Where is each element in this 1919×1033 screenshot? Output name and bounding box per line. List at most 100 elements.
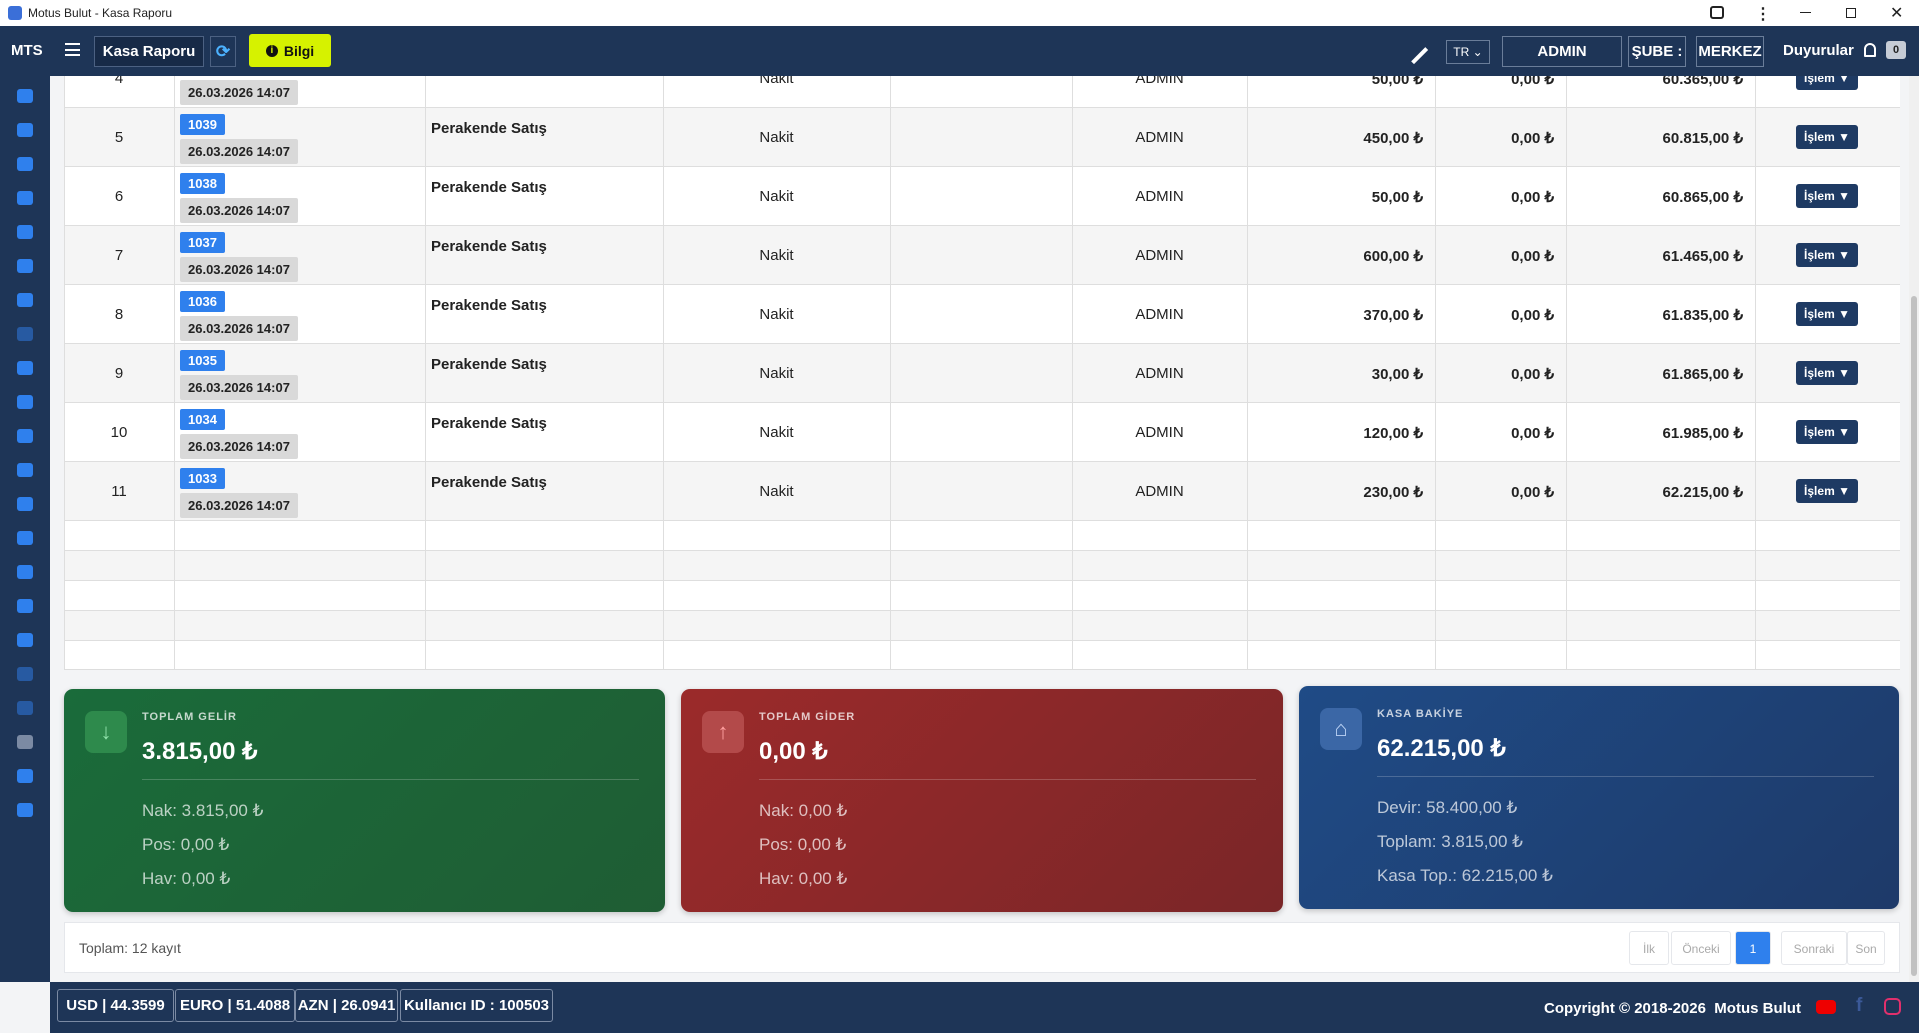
footer-chip: Kullanıcı ID : 100503 [400,989,553,1022]
cell [425,344,663,403]
sidebar-icon[interactable] [17,89,33,103]
sidebar-icon[interactable] [17,735,33,749]
card-divider [759,779,1256,780]
sidebar [0,76,50,982]
user[interactable]: ADMIN [1502,36,1622,67]
close-button[interactable]: ✕ [1890,5,1904,22]
action-button[interactable]: İşlem ▼ [1796,479,1858,503]
cell [1755,76,1900,108]
cell [1755,285,1900,344]
sidebar-icon[interactable] [17,769,33,783]
cell [890,462,1072,521]
instagram-icon[interactable] [1884,998,1901,1015]
hamburger[interactable] [65,43,80,56]
id-badge[interactable]: 1037 [180,232,225,253]
action-button[interactable]: İşlem ▼ [1796,420,1858,444]
sidebar-icon[interactable] [17,667,33,681]
footer: Copyright © 2018-2026 Motus Bulut f USD … [50,982,1919,1033]
scrollbar[interactable] [1909,76,1919,982]
cell [663,641,890,669]
action-button[interactable]: İşlem ▼ [1796,76,1858,90]
sidebar-icon[interactable] [17,157,33,171]
record-summary: Toplam: 12 kayıt [79,940,181,956]
sidebar-icon[interactable] [17,463,33,477]
card-line: Pos: 0,00 ₺ [142,835,230,854]
page-button[interactable]: Sonraki [1781,931,1847,965]
user: ADMIN [1135,76,1184,87]
description: Perakende Satış [431,474,547,491]
sidebar-icon[interactable] [17,123,33,137]
cell [1755,581,1900,611]
cell [64,76,174,108]
facebook-icon[interactable]: f [1856,995,1863,1016]
payment-type: Nakit [759,247,794,264]
action-button[interactable]: İşlem ▼ [1796,243,1858,267]
page-button[interactable]: İlk [1629,931,1669,965]
sidebar-icon[interactable] [17,327,33,341]
page-button[interactable]: Önceki [1671,931,1731,965]
maximize-button[interactable] [1846,8,1856,18]
sidebar-icon[interactable] [17,497,33,511]
sidebar-icon[interactable] [17,395,33,409]
empty-row [64,581,1900,611]
id-badge[interactable]: 1039 [180,114,225,135]
sidebar-icon[interactable] [17,565,33,579]
sidebar-icon[interactable] [17,293,33,307]
sidebar-icon[interactable] [17,701,33,715]
language-select[interactable]: TR ⌄ [1446,40,1490,64]
cell [1566,641,1755,669]
cell [663,108,890,167]
cell [425,285,663,344]
id-badge[interactable]: 1033 [180,468,225,489]
row-number: 9 [114,365,124,382]
cell [890,581,1072,611]
action-button[interactable]: İşlem ▼ [1796,184,1858,208]
id-badge[interactable]: 1036 [180,291,225,312]
info-button[interactable]: i Bilgi [249,34,331,67]
expense: 0,00 ₺ [1511,76,1554,88]
expense: 0,00 ₺ [1511,130,1554,147]
id-badge[interactable]: 1038 [180,173,225,194]
sidebar-icon[interactable] [17,429,33,443]
income: 120,00 ₺ [1363,425,1423,442]
cell [663,344,890,403]
sidebar-icon[interactable] [17,531,33,545]
youtube-icon[interactable] [1816,1000,1836,1014]
id-badge[interactable]: 1034 [180,409,225,430]
card-icon: ↓ [85,711,127,753]
minimize-button[interactable] [1800,12,1811,13]
sidebar-icon[interactable] [17,259,33,273]
sidebar-icon[interactable] [17,225,33,239]
branch-label: ŞUBE : [1628,36,1686,67]
cell [890,344,1072,403]
refresh-button[interactable]: ⟳ [210,36,236,67]
cell [890,108,1072,167]
bell[interactable] [1864,43,1876,57]
extension-button[interactable] [1710,6,1724,19]
sidebar-icon[interactable] [17,361,33,375]
cell [174,403,425,462]
page-button[interactable]: Son [1847,931,1885,965]
announcements[interactable]: Duyurular [1783,42,1854,59]
sidebar-icon[interactable] [17,599,33,613]
user: ADMIN [1135,129,1184,146]
row-number: 4 [114,76,124,87]
card-icon: ⌂ [1320,708,1362,750]
theme-button[interactable] [1399,35,1429,65]
cell [1072,641,1247,669]
table-row: 7 1037 26.03.2026 14:07 Perakende Satış Naki… [64,226,1900,285]
sidebar-icon[interactable] [17,191,33,205]
sidebar-icon[interactable] [17,803,33,817]
sidebar-icon[interactable] [17,633,33,647]
action-button[interactable]: İşlem ▼ [1796,302,1858,326]
action-button[interactable]: İşlem ▼ [1796,125,1858,149]
menu-button[interactable]: ⋮ [1755,6,1771,23]
branch[interactable]: MERKEZ [1696,36,1764,67]
cell [64,108,174,167]
page-button[interactable]: 1 [1735,931,1771,965]
id-badge[interactable]: 1035 [180,350,225,371]
action-button[interactable]: İşlem ▼ [1796,361,1858,385]
cell [1755,226,1900,285]
payment-type: Nakit [759,129,794,146]
cell [1072,551,1247,581]
